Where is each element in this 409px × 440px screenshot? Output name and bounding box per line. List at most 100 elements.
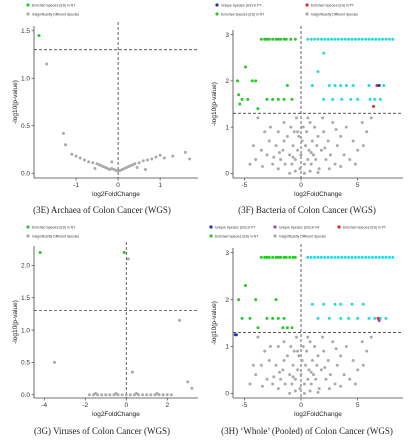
legend-item: Insignificantly Different Species: [26, 234, 79, 239]
data-point: [186, 380, 190, 384]
data-point: [263, 130, 267, 134]
data-point: [281, 368, 285, 372]
legend-marker: [273, 234, 277, 238]
data-point: [351, 139, 355, 143]
data-point: [158, 153, 162, 157]
data-point: [294, 335, 298, 339]
data-point: [326, 139, 330, 143]
data-point: [268, 344, 272, 348]
data-point: [237, 298, 241, 302]
data-point: [370, 255, 374, 259]
x-tick-label: -1: [73, 182, 79, 189]
data-point: [387, 37, 391, 41]
data-point: [307, 368, 311, 372]
x-tick-label: 1: [158, 182, 162, 189]
data-point: [322, 130, 326, 134]
data-point: [360, 121, 364, 124]
x-tick-label: 0: [116, 182, 120, 189]
data-point: [384, 37, 388, 41]
data-point: [248, 316, 252, 320]
data-point: [293, 37, 297, 41]
data-point: [361, 363, 365, 367]
legend-label: Unique Species (US) in NT: [279, 226, 320, 230]
legend-item: Enriched Species (ES) in PT: [337, 225, 386, 230]
data-point: [376, 316, 380, 320]
legend-label: Enriched Species (ES) in NT: [32, 4, 75, 8]
legend-item: Insignificantly Different Species: [273, 234, 326, 239]
data-point: [289, 344, 293, 348]
data-point: [344, 344, 348, 348]
data-point: [339, 164, 343, 168]
volcano-plot-viruses: Enriched Species (ES) in NT Insignificant…: [12, 225, 198, 418]
data-point: [319, 368, 323, 372]
data-point: [94, 391, 97, 395]
y-tick-label: 3: [225, 250, 229, 257]
data-point: [391, 37, 395, 41]
data-point: [309, 37, 313, 41]
data-point: [319, 37, 323, 41]
data-point: [333, 255, 337, 259]
data-point: [126, 257, 130, 261]
data-point: [263, 349, 267, 353]
data-point: [254, 158, 258, 161]
data-point: [271, 382, 275, 386]
data-point: [238, 102, 242, 106]
data-point: [353, 37, 357, 41]
data-point: [387, 255, 391, 259]
legend-label: Insignificantly Different Species: [32, 13, 79, 17]
data-point: [274, 298, 278, 302]
data-point: [333, 37, 337, 41]
data-point: [300, 359, 304, 362]
data-point: [313, 125, 317, 129]
data-point: [306, 335, 310, 339]
data-point: [78, 156, 82, 160]
data-point: [267, 255, 271, 259]
data-point: [316, 255, 320, 259]
data-point: [133, 162, 137, 166]
data-point: [284, 255, 288, 259]
data-point: [188, 157, 192, 161]
data-point: [292, 130, 296, 134]
data-point: [135, 166, 139, 170]
data-point: [276, 344, 280, 348]
data-point: [340, 255, 344, 259]
data-point: [289, 125, 293, 129]
data-point: [347, 37, 351, 41]
data-point: [327, 84, 331, 87]
legend: Enriched Species (ES) in NT Insignificant…: [26, 225, 79, 239]
data-point: [250, 79, 254, 83]
data-point: [274, 144, 278, 148]
legend-label: Unique Species (US) in PT: [215, 226, 256, 230]
data-point: [240, 316, 244, 320]
data-point: [236, 79, 240, 83]
data-point: [357, 255, 361, 259]
legend-label: Enriched Species (ES) in PT: [311, 4, 354, 8]
data-point: [114, 391, 118, 395]
data-point: [291, 144, 295, 148]
data-point: [155, 391, 159, 395]
data-point: [304, 363, 308, 367]
data-point: [267, 359, 271, 362]
data-point: [315, 363, 319, 367]
data-point: [356, 316, 360, 320]
series-enriched_pt: [372, 84, 379, 108]
data-point: [310, 302, 314, 306]
data-point: [297, 134, 301, 138]
data-point: [290, 97, 294, 101]
data-point: [124, 393, 128, 397]
data-point: [368, 97, 372, 101]
data-point: [91, 161, 95, 165]
data-point: [288, 153, 292, 157]
data-point: [272, 375, 276, 379]
legend-label: Enriched Species (ES) in NT: [221, 13, 264, 17]
data-point: [315, 144, 319, 148]
data-point: [328, 373, 332, 377]
chart-panel-bacteria: Unique Species (US) in PT Enriched Specie…: [205, 0, 409, 220]
y-tick-label: 1.0: [21, 327, 30, 334]
series-insignificant: [53, 257, 194, 397]
data-point: [272, 155, 276, 159]
data-point: [324, 158, 328, 161]
data-point: [344, 84, 348, 87]
y-tick-label: 0.0: [21, 170, 30, 177]
series-enriched_nt: [306, 37, 395, 101]
